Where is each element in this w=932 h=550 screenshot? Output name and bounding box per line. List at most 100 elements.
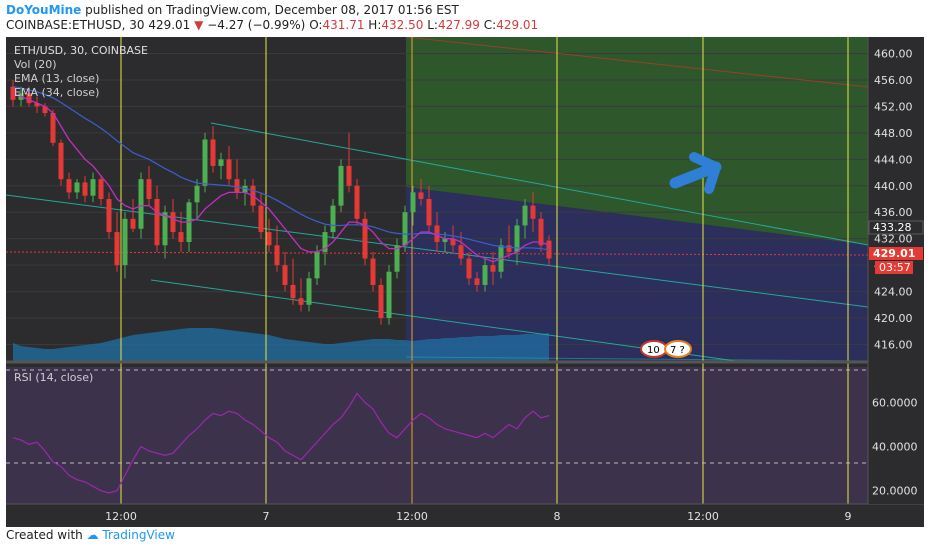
candle-body	[314, 251, 320, 279]
tradingview-logo-icon: ☁	[86, 528, 99, 542]
price-tick-label: 444.00	[874, 153, 913, 166]
candle-body	[66, 179, 72, 193]
countdown-badge	[875, 261, 913, 274]
rsi-tick-label: 60.0000	[872, 396, 918, 409]
time-axis[interactable]	[6, 505, 868, 527]
candle-body	[162, 212, 168, 246]
candle-body	[490, 265, 496, 272]
event-marker-1: 10	[647, 345, 660, 356]
price-tick-label: 452.00	[874, 100, 913, 113]
created-with-text: Created with	[6, 528, 83, 542]
ema-34-line	[12, 85, 550, 251]
open-value: 431.71	[322, 18, 365, 32]
candle-body	[194, 185, 200, 203]
candle-body	[370, 258, 376, 285]
rsi-axis-labels: 60.0000 40.0000 20.0000	[872, 396, 918, 497]
candle-body	[506, 245, 512, 252]
event-marker-icon[interactable]	[664, 340, 692, 358]
high-label: H:	[368, 18, 382, 32]
price-tick-label: 432.00	[874, 233, 913, 246]
open-label: O:	[309, 18, 323, 32]
candle-body	[346, 165, 352, 186]
time-axis-labels: 12:00 7 12:00 8 12:00 9	[105, 510, 851, 523]
price-tick-label: 424.00	[874, 286, 913, 299]
volume-area	[13, 328, 549, 361]
arrow-annotation-icon	[669, 152, 722, 194]
candle-body	[394, 245, 400, 272]
level-badge-text: 433.28	[873, 221, 912, 234]
event-marker-2: 7 ?	[670, 345, 685, 356]
candle-body	[170, 212, 176, 233]
author-name[interactable]: DoYouMine	[6, 3, 82, 17]
ema-13-line	[12, 92, 550, 263]
time-tick-label: 7	[263, 510, 270, 523]
candle-body	[98, 179, 104, 199]
candle-body	[226, 159, 232, 180]
candle-body	[306, 278, 312, 305]
candle-body	[26, 93, 32, 104]
legend-symbol: ETH/USD, 30, COINBASE	[14, 44, 148, 57]
low-label: L:	[427, 18, 438, 32]
candle-body	[90, 179, 96, 196]
low-value: 427.99	[437, 18, 480, 32]
candle-body	[466, 258, 472, 279]
chart-frame[interactable]: 460.00 456.00 452.00 448.00 444.00 440.00 436.…	[5, 36, 924, 527]
candle-body	[258, 205, 264, 233]
candle-body	[522, 205, 528, 226]
event-markers[interactable]: 10 7 ?	[640, 340, 692, 358]
legend-rsi: RSI (14, close)	[14, 371, 93, 384]
time-tick-label: 9	[845, 510, 852, 523]
candle-body	[442, 238, 448, 242]
price-tick-label: 436.00	[874, 206, 913, 219]
candle-body	[234, 179, 240, 193]
candle-body	[210, 139, 216, 166]
candle-body	[274, 245, 280, 266]
candle-body	[482, 265, 488, 285]
candle-body	[282, 265, 288, 285]
candle-body	[298, 298, 304, 305]
time-tick-label: 12:00	[687, 510, 719, 523]
rsi-tick-label: 20.0000	[872, 485, 918, 498]
candle-body	[218, 159, 224, 166]
candle-body	[154, 199, 160, 246]
price-tick-label: 460.00	[874, 48, 913, 61]
channel-lower-line	[150, 279, 737, 362]
price-tick-label: 440.00	[874, 180, 913, 193]
current-price-badge	[869, 247, 923, 260]
candle-body	[50, 113, 56, 143]
candle-body	[266, 232, 272, 246]
candle-body	[426, 199, 432, 226]
footer: Created with ☁ TradingView	[6, 528, 175, 542]
candle-body	[514, 225, 520, 252]
candle-body	[450, 238, 456, 246]
resistance-line	[405, 36, 869, 88]
candle-body	[354, 185, 360, 219]
tradingview-brand[interactable]: TradingView	[102, 528, 175, 542]
rsi-line	[12, 392, 550, 494]
candle-body	[74, 182, 80, 193]
candle-body	[82, 182, 88, 196]
channel-upper-line	[210, 122, 869, 246]
candle-body	[42, 106, 48, 114]
candle-body	[202, 139, 208, 186]
candle-body	[146, 179, 152, 199]
candle-body	[178, 232, 184, 242]
candle-body	[322, 232, 328, 252]
legend-vol: Vol (20)	[14, 58, 57, 71]
price-chart[interactable]: 460.00 456.00 452.00 448.00 444.00 440.00 436.…	[5, 36, 924, 527]
close-label: C:	[483, 18, 497, 32]
candle-body	[34, 103, 40, 107]
ticker-line: COINBASE:ETHUSD, 30	[6, 18, 145, 32]
candle-body	[386, 271, 392, 319]
price-tick-label: 420.00	[874, 312, 913, 325]
candle-body	[530, 205, 536, 219]
candle-body	[106, 199, 112, 233]
price-change: −4.27 (−0.99%)	[207, 18, 306, 32]
candle-body	[58, 142, 64, 180]
candle-body	[242, 185, 248, 193]
candle-body	[114, 232, 120, 266]
price-tick-label: 448.00	[874, 127, 913, 140]
candle-body	[474, 278, 480, 285]
candle-body	[330, 205, 336, 233]
candle-body	[122, 218, 128, 266]
